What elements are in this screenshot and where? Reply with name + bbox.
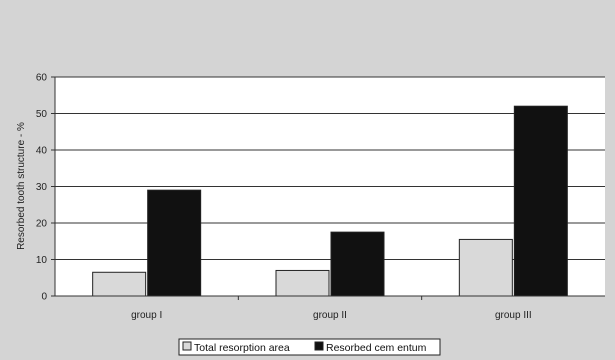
y-tick-label: 30 [36, 182, 48, 193]
gridlines [55, 76, 605, 260]
bar-total-resorption-area-group-i [92, 271, 147, 297]
x-category-label: group II [313, 310, 347, 321]
legend-box [178, 338, 441, 356]
legend-label-resorbed-cementum: Resorbed cem entum [326, 342, 427, 354]
y-tick-label: 10 [36, 255, 48, 266]
bar-total-resorption-area-group-ii [275, 269, 330, 297]
bar-resorbed-cem-entum-group-ii [330, 231, 385, 297]
y-tick-label: 40 [36, 146, 48, 157]
y-tick-label: 20 [36, 219, 48, 230]
bar-total-resorption-area-group-iii [458, 238, 513, 297]
bar-resorbed-cem-entum-group-i [147, 189, 202, 297]
y-axis-label: Resorbed tooth structure - % [16, 122, 27, 250]
legend-swatch-resorbed-cementum [314, 341, 324, 351]
y-tick-label: 60 [36, 73, 48, 84]
legend: Total resorption area Resorbed cem entum [178, 338, 441, 356]
legend-swatch-total-resorption [182, 341, 192, 351]
x-category-label: group III [495, 310, 532, 321]
y-tick-label: 0 [41, 292, 47, 303]
axes: 0 10 20 30 40 50 60 group I group II group III [36, 73, 605, 321]
bar-resorbed-cem-entum-group-iii [513, 105, 568, 297]
bars [92, 105, 568, 297]
legend-label-total-resorption: Total resorption area [194, 342, 290, 354]
y-tick-label: 50 [36, 109, 48, 120]
x-category-label: group I [131, 310, 162, 321]
